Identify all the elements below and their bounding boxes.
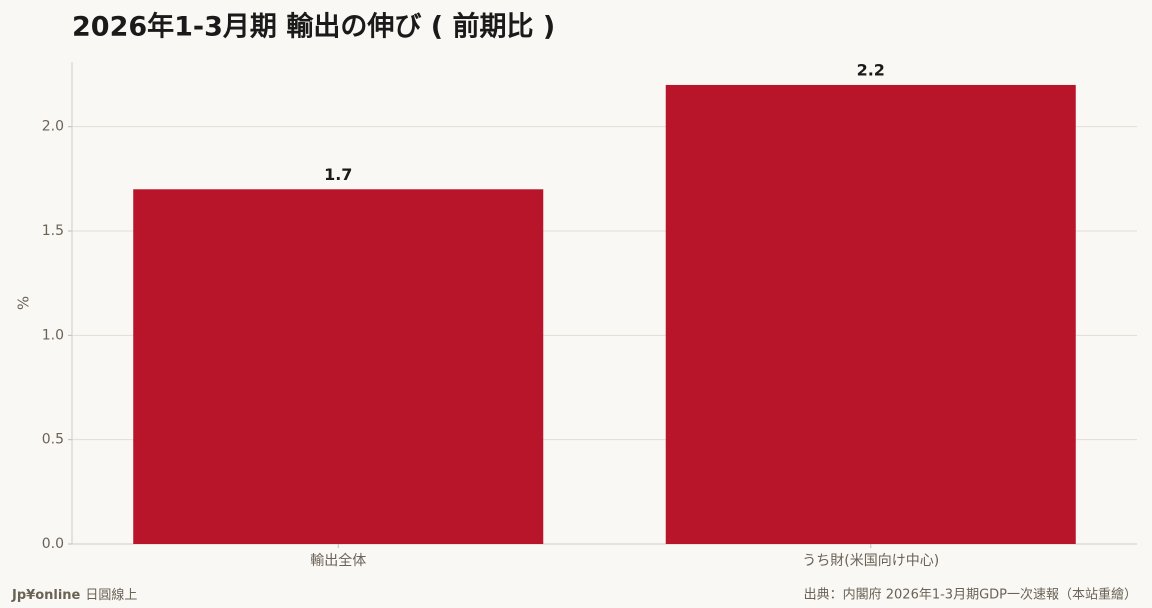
- value-label: 2.2: [857, 60, 885, 79]
- bar: [665, 84, 1076, 544]
- footer-brand: Jp¥online 日圓線上: [11, 587, 137, 603]
- y-tick-label: 1.5: [42, 223, 64, 239]
- x-tick-label: 輸出全体: [310, 552, 366, 569]
- value-label: 1.7: [324, 165, 352, 184]
- bar: [133, 189, 544, 545]
- y-axis-label: %: [15, 296, 33, 310]
- brand: Jp¥online: [11, 588, 81, 603]
- y-tick-label: 0.0: [42, 536, 64, 552]
- y-tick-label: 1.0: [42, 327, 64, 343]
- y-tick-label: 0.5: [42, 432, 64, 448]
- chart-title: 2026年1-3月期 輸出の伸び ( 前期比 ): [72, 11, 555, 43]
- x-tick-label: うち財(米国向け中心): [802, 553, 939, 569]
- y-tick-label: 2.0: [42, 119, 64, 135]
- brand-sub: 日圓線上: [85, 587, 137, 603]
- footer-source: 出典：内閣府 2026年1-3月期GDP一次速報（本站重繪）: [804, 587, 1137, 603]
